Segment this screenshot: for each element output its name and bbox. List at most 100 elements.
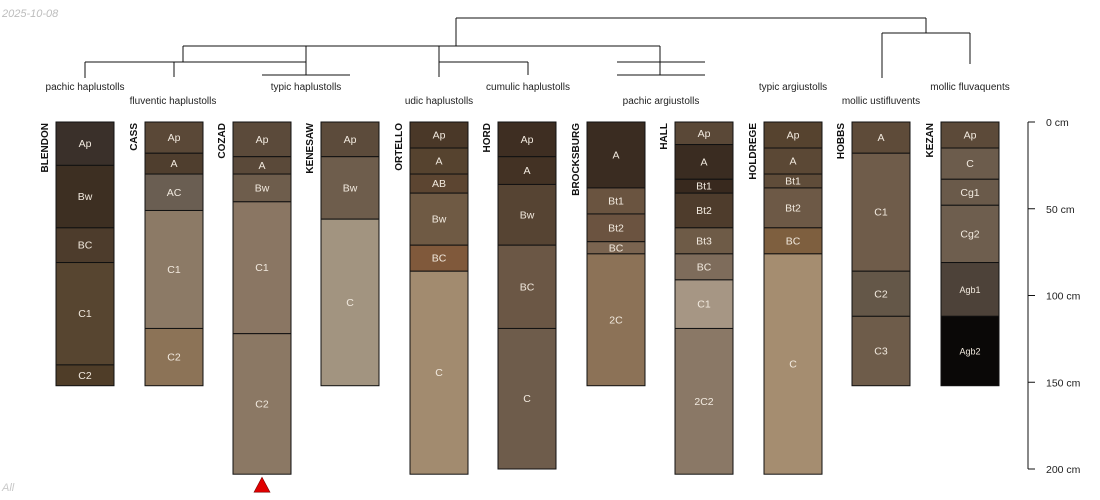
date-stamp: 2025-10-08 — [2, 8, 59, 20]
horizon-block — [763, 253, 823, 475]
horizon-label: Ap — [698, 128, 711, 140]
horizon-label: Ap — [964, 130, 977, 142]
horizon-label: Cg1 — [960, 187, 979, 199]
profile-cass: Ap A AC C1 C2 CASS — [129, 121, 204, 387]
horizon-label: A — [523, 165, 530, 177]
taxon-label: cumulic haplustolls — [486, 82, 570, 93]
taxon-label: udic haplustolls — [405, 96, 473, 107]
horizon-block — [409, 147, 469, 175]
taxa-labels: pachic haplustolls fluventic haplustolls t… — [46, 82, 1010, 107]
horizon-label: C — [435, 367, 443, 379]
dendrogram — [84, 17, 971, 78]
profile-hall: Ap A Bt1 Bt2 Bt3 BC C1 2C2 HALL — [659, 121, 734, 475]
horizon-label: C1 — [255, 262, 269, 274]
taxon-label: mollic fluvaquents — [930, 82, 1009, 93]
horizon-label: Ap — [787, 130, 800, 142]
depth-tick-label: 50 cm — [1046, 204, 1075, 216]
horizon-block — [320, 121, 380, 158]
horizon-block — [940, 204, 1000, 264]
horizon-block — [144, 173, 204, 211]
profile-name: KENESAW — [305, 122, 316, 173]
horizon-label: C — [523, 393, 531, 405]
profile-holdrege: Ap A Bt1 Bt2 BC C HOLDREGE — [748, 121, 823, 475]
horizon-block — [497, 244, 557, 329]
horizon-label: C1 — [697, 299, 711, 311]
horizon-label: Agb1 — [959, 285, 980, 295]
horizon-label: BC — [786, 235, 801, 247]
horizon-block — [144, 121, 204, 154]
profile-name: CASS — [129, 123, 140, 151]
horizon-block — [940, 147, 1000, 180]
horizon-label: C3 — [874, 346, 888, 358]
horizon-label: A — [700, 156, 707, 168]
horizon-label: A — [612, 149, 619, 161]
horizon-label: C1 — [874, 207, 888, 219]
profile-cozad: Ap A Bw C1 C2 COZAD — [217, 121, 292, 493]
horizon-label: 2C — [609, 314, 623, 326]
horizon-label: Ap — [521, 134, 534, 146]
horizon-label: 2C2 — [694, 396, 713, 408]
profile-ortello: Ap A AB Bw BC C ORTELLO — [394, 121, 469, 475]
horizon-block — [144, 209, 204, 329]
horizon-label: C1 — [167, 264, 181, 276]
profile-name: BROCKSBURG — [571, 123, 582, 196]
horizon-label: C2 — [167, 352, 181, 364]
horizon-label: Ap — [79, 138, 92, 150]
horizon-block — [232, 333, 292, 475]
horizon-block — [763, 187, 823, 229]
horizon-block — [763, 147, 823, 175]
profile-name: BLENDON — [40, 123, 51, 172]
horizon-label: A — [258, 160, 265, 172]
horizon-label: Bw — [343, 182, 358, 194]
horizon-block — [674, 253, 734, 281]
horizon-block — [232, 201, 292, 335]
horizon-label: C — [789, 359, 797, 371]
horizon-block — [851, 315, 911, 387]
taxon-label: pachic haplustolls — [46, 82, 125, 93]
profile-blendon: Ap Bw BC C1 C2 BLENDON — [40, 121, 115, 387]
horizon-block — [940, 315, 1000, 387]
horizon-label: A — [877, 132, 884, 144]
horizon-block — [497, 121, 557, 158]
horizon-block — [55, 262, 115, 366]
horizon-block — [763, 121, 823, 149]
horizon-block — [674, 192, 734, 229]
horizon-block — [232, 173, 292, 203]
horizon-label: Ap — [168, 132, 181, 144]
horizon-block — [586, 253, 646, 387]
horizon-block — [940, 121, 1000, 149]
horizon-block — [851, 152, 911, 272]
horizon-label: C — [966, 158, 974, 170]
profile-brocksburg: A Bt1 Bt2 BC 2C BROCKSBURG — [571, 121, 646, 387]
depth-tick-label: 100 cm — [1046, 291, 1081, 303]
horizon-block — [851, 270, 911, 317]
horizon-label: C — [346, 297, 354, 309]
horizon-block — [586, 121, 646, 189]
profile-name: KEZAN — [925, 123, 936, 157]
horizon-block — [497, 327, 557, 470]
horizon-block — [674, 227, 734, 255]
profile-name: COZAD — [217, 123, 228, 159]
horizon-label: AC — [167, 187, 182, 199]
horizon-label: BC — [520, 281, 535, 293]
horizon-label: Bt1 — [785, 175, 801, 187]
horizon-block — [586, 187, 646, 215]
horizon-label: AB — [432, 178, 446, 190]
profile-name: ORTELLO — [394, 123, 405, 171]
horizon-block — [144, 327, 204, 387]
profile-hobbs: A C1 C2 C3 HOBBS — [836, 121, 911, 387]
profile-name: HOBBS — [836, 123, 847, 159]
footer-note: All — [2, 482, 15, 494]
horizon-block — [940, 262, 1000, 317]
horizon-label: C2 — [255, 398, 269, 410]
horizon-block — [409, 270, 469, 475]
horizon-block — [320, 218, 380, 387]
horizon-label: Bw — [432, 214, 447, 226]
horizon-label: Ap — [256, 134, 269, 146]
profile-kezan: Ap C Cg1 Cg2 Agb1 Agb2 KEZAN — [925, 121, 1000, 387]
profile-hord: Ap A Bw BC C HORD — [482, 121, 557, 470]
truncation-marker — [253, 476, 271, 493]
profile-name: HOLDREGE — [748, 123, 759, 180]
profile-kenesaw: Ap Bw C KENESAW — [305, 121, 380, 387]
